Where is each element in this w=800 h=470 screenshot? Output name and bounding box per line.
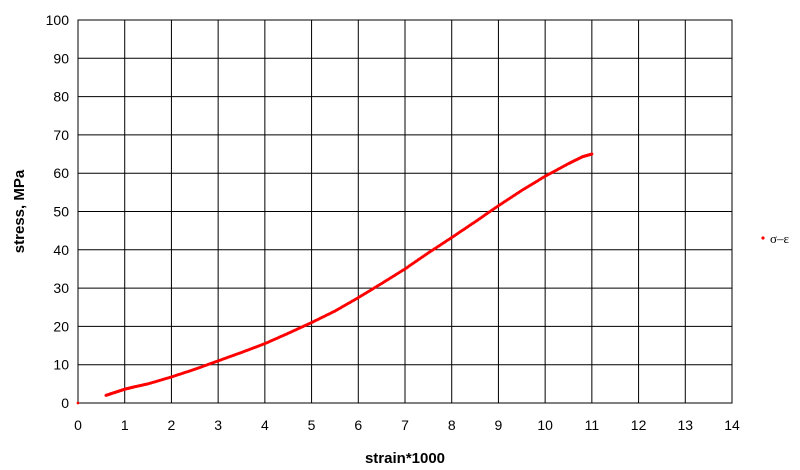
x-tick-label: 10 bbox=[537, 417, 553, 433]
x-tick-label: 2 bbox=[168, 417, 176, 433]
y-tick-label: 100 bbox=[46, 12, 70, 28]
x-tick-label: 11 bbox=[585, 417, 600, 433]
x-tick-label: 14 bbox=[724, 417, 740, 433]
y-tick-label: 20 bbox=[53, 318, 69, 334]
x-tick-label: 6 bbox=[354, 417, 362, 433]
x-axis-title: strain*1000 bbox=[365, 450, 445, 467]
plot-area-frame bbox=[77, 19, 733, 404]
y-axis-tick-labels: 0 10 20 30 40 50 60 70 80 90 100 bbox=[46, 12, 70, 411]
x-tick-label: 5 bbox=[308, 417, 316, 433]
x-tick-label: 9 bbox=[495, 417, 503, 433]
y-tick-label: 30 bbox=[53, 280, 69, 296]
x-tick-label: 1 bbox=[121, 417, 129, 433]
y-tick-label: 10 bbox=[53, 357, 69, 373]
y-axis-title: stress, MPa bbox=[11, 169, 28, 253]
legend-marker bbox=[761, 236, 765, 240]
series-sigma-epsilon bbox=[76, 152, 594, 405]
y-tick-label: 80 bbox=[53, 89, 69, 105]
data-point bbox=[76, 401, 80, 405]
legend-label: σ–ε bbox=[770, 231, 790, 246]
x-tick-label: 4 bbox=[261, 417, 269, 433]
y-tick-label: 60 bbox=[53, 165, 69, 181]
y-tick-label: 90 bbox=[53, 50, 69, 66]
x-tick-label: 12 bbox=[631, 417, 647, 433]
y-tick-label: 70 bbox=[53, 127, 69, 143]
y-tick-label: 0 bbox=[61, 395, 69, 411]
grid-lines bbox=[77, 19, 733, 404]
x-tick-label: 7 bbox=[401, 417, 409, 433]
x-tick-label: 8 bbox=[448, 417, 456, 433]
y-tick-label: 40 bbox=[53, 242, 69, 258]
legend: σ–ε bbox=[761, 231, 790, 246]
x-tick-label: 0 bbox=[74, 417, 82, 433]
x-axis-tick-labels: 0 1 2 3 4 5 6 7 8 9 10 11 12 13 14 bbox=[74, 417, 740, 433]
y-tick-label: 50 bbox=[53, 204, 69, 220]
data-point bbox=[590, 152, 594, 156]
x-tick-label: 3 bbox=[214, 417, 222, 433]
x-tick-label: 13 bbox=[677, 417, 693, 433]
